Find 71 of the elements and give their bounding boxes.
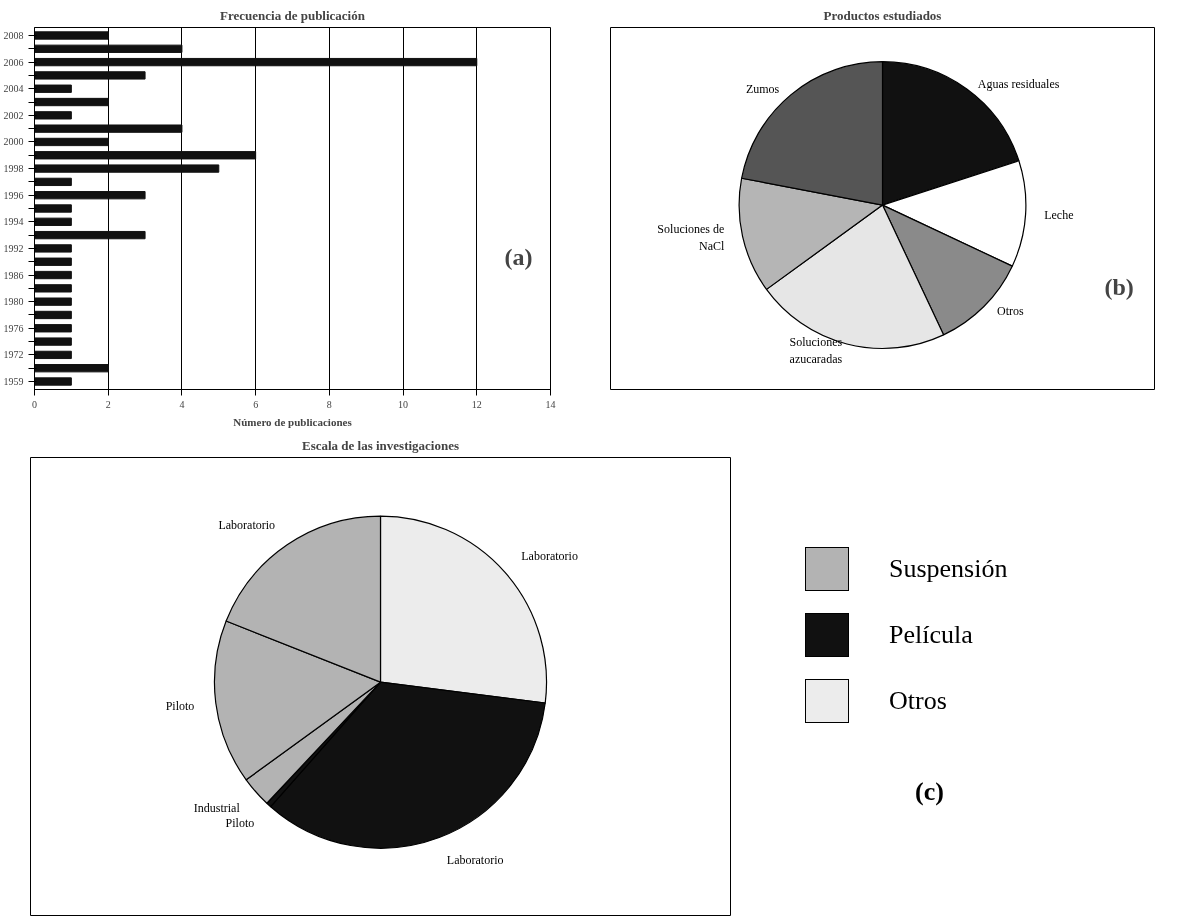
bar — [34, 97, 109, 107]
y-tick-label: 1976 — [3, 322, 24, 334]
x-tick-label: 10 — [398, 398, 409, 410]
x-tick-label: 4 — [179, 398, 185, 410]
slice-label: Soluciones azucaradas — [789, 335, 843, 367]
x-tick-label: 2 — [105, 398, 111, 410]
slice-label: Otros — [997, 304, 1025, 319]
bar — [34, 297, 72, 306]
bar — [34, 164, 220, 173]
bar — [34, 364, 109, 373]
bar — [34, 377, 72, 386]
slice-label: Piloto — [225, 815, 255, 830]
bar — [34, 324, 72, 333]
bar — [34, 84, 72, 93]
bar — [34, 191, 146, 200]
y-tick-label: 2008 — [3, 29, 24, 41]
y-tick-label: 1980 — [3, 296, 24, 308]
slice-label: Soluciones de NaCl — [657, 222, 726, 254]
y-tick-label: 1998 — [3, 163, 24, 175]
bar — [34, 44, 183, 53]
x-tick-label: 0 — [32, 398, 37, 410]
bar — [34, 177, 72, 187]
bar — [34, 310, 72, 320]
y-tick-label: 1972 — [3, 349, 24, 361]
y-tick-label: 2002 — [3, 109, 24, 121]
bar — [34, 71, 146, 80]
bar — [34, 57, 478, 67]
x-tick-label: 6 — [253, 398, 259, 410]
slice-label: Laboratorio — [446, 853, 504, 868]
slice-label: Laboratorio — [521, 549, 578, 564]
bar — [34, 124, 183, 133]
x-axis-title: Número de publicaciones — [233, 415, 353, 428]
bar — [34, 111, 72, 120]
y-tick-label: 1994 — [3, 216, 24, 228]
bar — [34, 284, 72, 293]
y-tick-label: 1986 — [3, 269, 24, 281]
slice-label: Piloto — [165, 699, 195, 714]
x-tick-label: 8 — [326, 398, 332, 410]
y-tick-label: 2004 — [3, 83, 24, 95]
y-tick-label: 2000 — [3, 136, 24, 148]
bar — [34, 350, 72, 360]
slice-label: Industrial — [193, 800, 241, 815]
text: Película — [889, 619, 973, 652]
bar — [34, 217, 72, 226]
chart-title: Frecuencia de publicación — [220, 7, 366, 23]
slice-label: Leche — [1044, 207, 1074, 222]
bar — [34, 204, 72, 213]
bar — [34, 337, 72, 346]
bar — [34, 137, 109, 147]
y-tick-label: 1992 — [3, 242, 24, 254]
text: (c) — [915, 776, 945, 808]
annotation: (a) — [504, 243, 533, 270]
y-tick-label: 1996 — [3, 189, 24, 201]
y-tick-label: 1959 — [3, 376, 24, 388]
x-tick-label: 12 — [471, 398, 482, 410]
y-tick-label: 2006 — [3, 56, 24, 68]
bar — [34, 230, 146, 240]
text: (b) — [1104, 273, 1134, 300]
chart-title: Productos estudiados — [823, 7, 942, 23]
x-tick-label: 14 — [545, 398, 556, 410]
bar — [34, 31, 109, 40]
text: Otros — [889, 685, 947, 718]
slice-label: Aguas residuales — [977, 76, 1060, 91]
bar — [34, 244, 72, 253]
slice-label: Zumos — [745, 82, 780, 97]
bar — [34, 270, 72, 280]
bar — [34, 257, 72, 266]
bar — [34, 151, 257, 160]
chart-title: Escala de las investigaciones — [301, 437, 460, 453]
slice-label: Laboratorio — [218, 517, 276, 532]
text: Suspensión — [889, 553, 1008, 586]
